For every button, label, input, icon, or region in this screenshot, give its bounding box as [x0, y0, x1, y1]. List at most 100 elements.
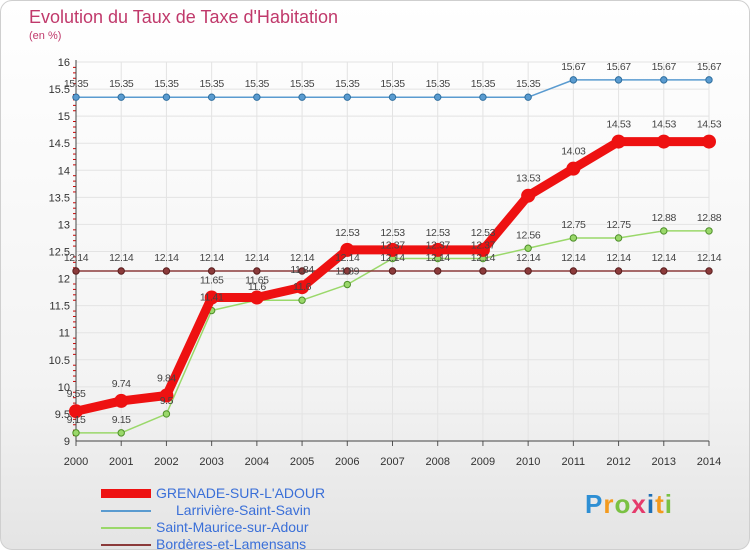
- data-point-saint-maurice-sur-adour: [614, 234, 623, 242]
- data-label-grenade-sur-l-adour: 11.65: [245, 275, 269, 287]
- data-point-larrivi-re-saint-savin: [705, 76, 713, 84]
- data-point-larrivi-re-saint-savin: [72, 93, 80, 101]
- data-point-grenade-sur-l-adour: [114, 393, 129, 408]
- x-tick-label: 2011: [562, 456, 586, 468]
- data-label-grenade-sur-l-adour: 11.65: [200, 275, 224, 287]
- data-point-bord-res-et-lamensans: [343, 267, 351, 275]
- data-point-larrivi-re-saint-savin: [660, 76, 668, 84]
- data-label-bord-res-et-lamensans: 12.14: [154, 252, 179, 264]
- data-label-saint-maurice-sur-adour: 12.37: [380, 240, 405, 252]
- y-tick-label: 11: [59, 328, 70, 340]
- x-tick-label: 2014: [697, 456, 721, 468]
- legend-swatch: [101, 510, 151, 512]
- data-point-grenade-sur-l-adour: [385, 242, 400, 257]
- x-tick-label: 2005: [290, 456, 314, 468]
- data-label-larrivi-re-saint-savin: 15.67: [652, 61, 677, 73]
- data-point-bord-res-et-lamensans: [614, 267, 623, 275]
- x-tick-label: 2007: [380, 456, 404, 468]
- y-tick-label: 13: [58, 219, 70, 231]
- data-label-grenade-sur-l-adour: 14.53: [697, 119, 722, 131]
- data-point-saint-maurice-sur-adour: [569, 234, 578, 242]
- data-label-bord-res-et-lamensans: 12.14: [64, 252, 89, 264]
- data-label-larrivi-re-saint-savin: 15.67: [606, 61, 631, 73]
- data-label-saint-maurice-sur-adour: 11.41: [200, 292, 224, 304]
- y-tick-label: 15.5: [49, 84, 70, 96]
- data-point-grenade-sur-l-adour: [69, 404, 83, 419]
- x-tick-label: 2013: [652, 456, 676, 468]
- data-label-bord-res-et-lamensans: 12.14: [426, 252, 451, 264]
- data-label-grenade-sur-l-adour: 13.53: [516, 173, 541, 185]
- x-tick-label: 2001: [109, 456, 133, 468]
- y-tick-label: 16: [58, 57, 70, 69]
- data-label-larrivi-re-saint-savin: 15.35: [426, 78, 451, 90]
- legend-label: Larrivière-Saint-Savin: [176, 502, 311, 518]
- data-label-grenade-sur-l-adour: 12.53: [335, 227, 360, 239]
- data-label-grenade-sur-l-adour: 12.53: [471, 227, 496, 239]
- data-label-bord-res-et-lamensans: 12.14: [561, 252, 586, 264]
- data-label-bord-res-et-lamensans: 12.14: [652, 252, 677, 264]
- data-label-bord-res-et-lamensans: 12.14: [109, 252, 134, 264]
- legend-swatch: [101, 489, 151, 498]
- data-label-grenade-sur-l-adour: 14.53: [606, 119, 631, 131]
- data-label-grenade-sur-l-adour: 9.84: [157, 373, 176, 385]
- data-point-saint-maurice-sur-adour: [162, 410, 171, 418]
- legend-label: Saint-Maurice-sur-Adour: [156, 519, 309, 535]
- data-label-saint-maurice-sur-adour: 9.15: [67, 414, 86, 426]
- data-label-bord-res-et-lamensans: 12.14: [335, 252, 360, 264]
- data-label-grenade-sur-l-adour: 9.74: [112, 378, 131, 390]
- data-label-grenade-sur-l-adour: 11.84: [290, 264, 314, 276]
- y-tick-label: 12.5: [49, 247, 70, 259]
- chart-title: Evolution du Taux de Taxe d'Habitation: [29, 7, 338, 27]
- data-label-larrivi-re-saint-savin: 15.35: [516, 78, 541, 90]
- data-point-bord-res-et-lamensans: [434, 267, 442, 275]
- data-point-larrivi-re-saint-savin: [253, 93, 261, 101]
- data-point-grenade-sur-l-adour: [566, 161, 581, 176]
- data-point-bord-res-et-lamensans: [207, 267, 216, 275]
- data-point-saint-maurice-sur-adour: [343, 280, 351, 289]
- legend-label: Bordères-et-Lamensans: [156, 536, 307, 550]
- data-label-grenade-sur-l-adour: 14.53: [652, 119, 677, 131]
- data-point-bord-res-et-lamensans: [569, 267, 578, 275]
- data-label-larrivi-re-saint-savin: 15.35: [109, 78, 134, 90]
- proxiti-logo: Proxiti: [585, 489, 673, 519]
- data-point-grenade-sur-l-adour: [475, 242, 490, 257]
- data-point-bord-res-et-lamensans: [253, 267, 261, 275]
- x-tick-label: 2008: [425, 456, 449, 468]
- data-point-bord-res-et-lamensans: [117, 267, 125, 275]
- data-label-larrivi-re-saint-savin: 15.35: [154, 78, 179, 90]
- data-point-grenade-sur-l-adour: [521, 188, 536, 203]
- data-point-larrivi-re-saint-savin: [614, 76, 623, 84]
- data-point-grenade-sur-l-adour: [702, 134, 716, 149]
- x-tick-label: 2000: [64, 456, 88, 468]
- data-label-bord-res-et-lamensans: 12.14: [290, 252, 315, 264]
- data-point-bord-res-et-lamensans: [705, 267, 713, 275]
- data-label-saint-maurice-sur-adour: 11.6: [293, 281, 312, 293]
- data-label-bord-res-et-lamensans: 12.14: [606, 252, 631, 264]
- data-label-bord-res-et-lamensans: 12.14: [471, 252, 496, 264]
- y-tick-label: 10: [58, 382, 70, 394]
- data-point-saint-maurice-sur-adour: [660, 227, 668, 235]
- data-point-larrivi-re-saint-savin: [479, 93, 487, 101]
- data-label-saint-maurice-sur-adour: 12.75: [606, 219, 631, 231]
- y-tick-label: 9.5: [55, 409, 70, 421]
- data-label-larrivi-re-saint-savin: 15.35: [245, 78, 270, 90]
- x-tick-label: 2002: [154, 456, 178, 468]
- data-label-saint-maurice-sur-adour: 11.6: [248, 281, 267, 293]
- x-tick-label: 2006: [335, 456, 359, 468]
- data-point-bord-res-et-lamensans: [72, 267, 80, 275]
- x-tick-label: 2003: [199, 456, 223, 468]
- data-point-saint-maurice-sur-adour: [524, 244, 532, 252]
- data-label-bord-res-et-lamensans: 12.14: [245, 252, 270, 264]
- data-point-grenade-sur-l-adour: [611, 134, 626, 149]
- legend-swatch: [101, 544, 151, 546]
- data-point-grenade-sur-l-adour: [295, 280, 310, 295]
- data-label-larrivi-re-saint-savin: 15.35: [471, 78, 496, 90]
- data-label-larrivi-re-saint-savin: 15.35: [335, 78, 360, 90]
- data-label-grenade-sur-l-adour: 14.03: [561, 146, 586, 158]
- data-point-saint-maurice-sur-adour: [117, 429, 125, 437]
- data-point-larrivi-re-saint-savin: [343, 93, 351, 101]
- data-label-saint-maurice-sur-adour: 12.37: [471, 240, 496, 252]
- data-label-larrivi-re-saint-savin: 15.35: [64, 78, 89, 90]
- data-label-saint-maurice-sur-adour: 12.37: [426, 240, 451, 252]
